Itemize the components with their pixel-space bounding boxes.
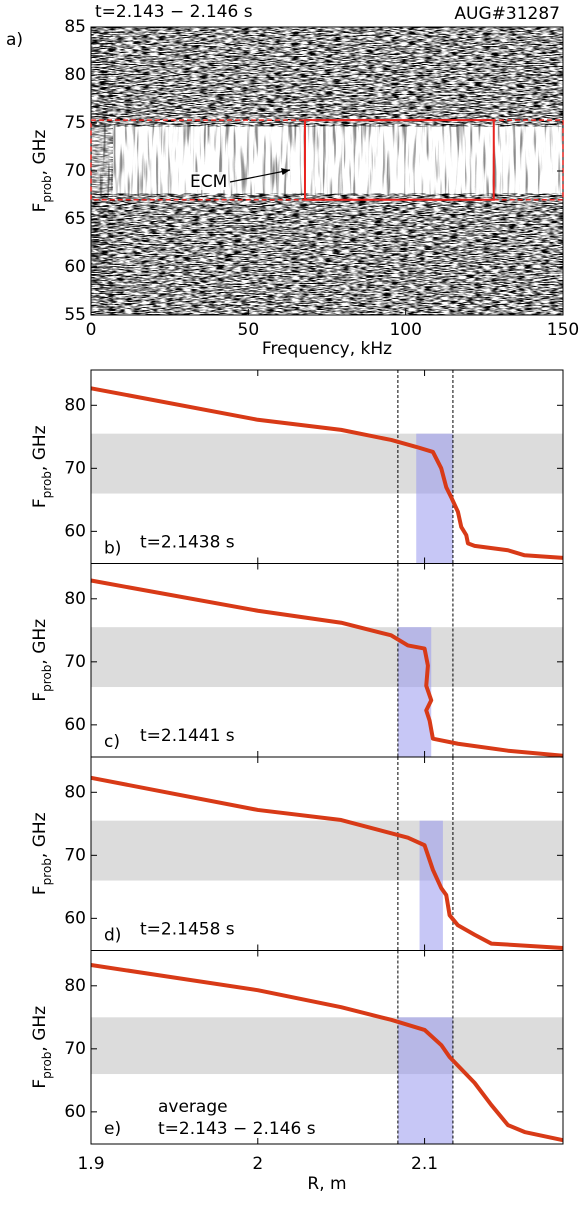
annotation: average bbox=[158, 1097, 228, 1117]
time-range: t=2.143 − 2.146 s bbox=[95, 2, 253, 22]
plot-frame bbox=[90, 950, 564, 1145]
annotation: t=2.1458 s bbox=[140, 920, 235, 940]
x-tick-label: 2 bbox=[252, 1154, 263, 1174]
y-tick-label: 70 bbox=[64, 845, 86, 865]
profile-line bbox=[90, 963, 564, 1143]
y-axis-label: Fprob, GHz bbox=[30, 812, 54, 895]
y-tick-label: 60 bbox=[64, 257, 86, 277]
y-tick-label: 70 bbox=[64, 458, 86, 478]
y-tick-label: 85 bbox=[64, 17, 86, 37]
gray-band bbox=[91, 627, 563, 688]
spectrogram-noise bbox=[91, 193, 563, 315]
panel: 60 70 80 d) t=2.1458 s bbox=[64, 756, 564, 951]
ecm-arrow bbox=[229, 168, 291, 183]
x-tick-label: 50 bbox=[238, 320, 260, 340]
x-tick-label: 0 bbox=[86, 320, 97, 340]
annotation: t=2.143 − 2.146 s bbox=[158, 1119, 316, 1139]
y-label-tail: , GHz bbox=[30, 1006, 50, 1052]
y-axis-label: Fprob, GHz bbox=[30, 619, 54, 702]
panel-label: e) bbox=[104, 1119, 121, 1139]
y-label-sub: prob bbox=[40, 175, 54, 202]
y-tick-label: 80 bbox=[64, 976, 86, 996]
panel: 60 70 80 b) t=2.1438 s bbox=[64, 369, 564, 564]
y-axis-label: Fprob, GHz bbox=[30, 1006, 54, 1089]
panel: 60 70 80 c) t=2.1441 s bbox=[64, 563, 564, 758]
shot-number: AUG#31287 bbox=[454, 4, 560, 24]
y-label-sub: prob bbox=[40, 858, 54, 885]
y-tick-label: 65 bbox=[64, 209, 86, 229]
y-label-main: F bbox=[30, 203, 50, 213]
annotation: t=2.1441 s bbox=[140, 726, 235, 746]
ecm-box bbox=[303, 119, 495, 201]
x-tick-label: 2.1 bbox=[411, 1154, 438, 1174]
y-axis-label: Fprob, GHz bbox=[30, 130, 54, 213]
y-tick-label: 80 bbox=[64, 589, 86, 609]
y-tick-label: 70 bbox=[64, 1039, 86, 1059]
panel-label: a) bbox=[6, 30, 23, 50]
y-tick-label: 80 bbox=[64, 65, 86, 85]
panel-label: b) bbox=[104, 539, 121, 559]
y-tick-label: 70 bbox=[64, 161, 86, 181]
panel-label: d) bbox=[104, 926, 121, 946]
gray-band bbox=[91, 1017, 563, 1075]
y-label-sub: prob bbox=[40, 1052, 54, 1079]
y-label-tail: , GHz bbox=[30, 425, 50, 471]
y-tick-label: 75 bbox=[64, 113, 86, 133]
y-tick-label: 60 bbox=[64, 715, 86, 735]
y-tick-label: 60 bbox=[64, 1102, 86, 1122]
y-tick-label: 60 bbox=[64, 908, 86, 928]
x-axis-label: Frequency, kHz bbox=[262, 339, 392, 359]
x-tick-label: 150 bbox=[547, 320, 579, 340]
y-tick-label: 80 bbox=[64, 782, 86, 802]
y-label-main: F bbox=[30, 1079, 50, 1089]
y-label-main: F bbox=[30, 885, 50, 895]
highlight bbox=[397, 1017, 453, 1144]
ecm-label: ECM bbox=[190, 172, 227, 192]
y-label-sub: prob bbox=[40, 665, 54, 692]
y-tick-label: 80 bbox=[64, 395, 86, 415]
spectrogram-noise bbox=[91, 27, 563, 127]
panel-label: c) bbox=[104, 732, 120, 752]
y-label-main: F bbox=[30, 692, 50, 702]
gray-band bbox=[91, 820, 563, 881]
x-axis-label: R, m bbox=[307, 1174, 346, 1194]
profile-line bbox=[90, 386, 564, 560]
x-tick-label: 100 bbox=[389, 320, 421, 340]
spectrogram-streaks bbox=[91, 124, 563, 196]
profile-line bbox=[90, 578, 564, 758]
profile-line bbox=[90, 775, 564, 950]
y-label-main: F bbox=[30, 498, 50, 508]
y-tick-label: 60 bbox=[64, 521, 86, 541]
y-label-tail: , GHz bbox=[30, 130, 50, 176]
spectrogram-left-edge bbox=[91, 27, 113, 315]
annotation: t=2.1438 s bbox=[140, 533, 235, 553]
y-label-tail: , GHz bbox=[30, 619, 50, 665]
y-label-tail: , GHz bbox=[30, 812, 50, 858]
gray-band bbox=[91, 433, 563, 494]
y-axis-label: Fprob, GHz bbox=[30, 425, 54, 508]
y-label-sub: prob bbox=[40, 471, 54, 498]
x-tick-label: 1.9 bbox=[77, 1154, 104, 1174]
ecm-label-bg bbox=[186, 172, 226, 190]
y-tick-label: 55 bbox=[64, 305, 86, 325]
y-tick-label: 70 bbox=[64, 652, 86, 672]
